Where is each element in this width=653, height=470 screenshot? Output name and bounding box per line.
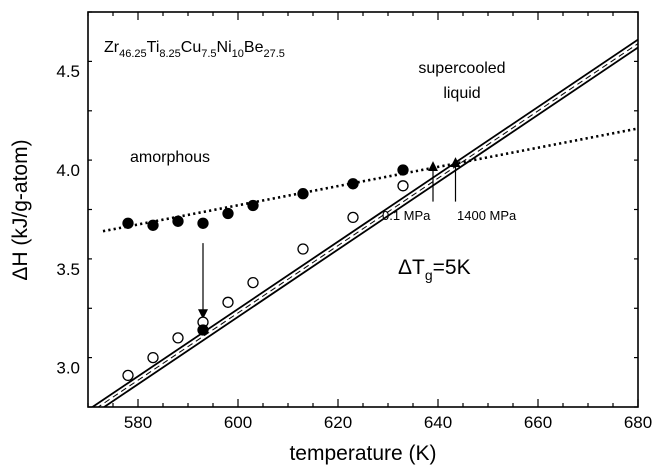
pressure-label-high: 1400 MPa bbox=[457, 208, 517, 223]
y-tick-label: 3.5 bbox=[56, 260, 80, 279]
arrows bbox=[198, 157, 461, 320]
composition-element: Be bbox=[244, 39, 264, 56]
composition-element: Ti bbox=[147, 39, 160, 56]
plot-area-frame bbox=[87, 11, 639, 408]
x-tick-label: 580 bbox=[124, 413, 152, 432]
filled-data-point bbox=[197, 217, 209, 229]
solid-fit-line-2 bbox=[102, 46, 638, 407]
open-data-point bbox=[397, 180, 409, 192]
open-data-point bbox=[247, 276, 259, 289]
composition-subscript: 10 bbox=[232, 48, 244, 60]
composition-element: Cu bbox=[181, 39, 201, 56]
x-tick-label: 600 bbox=[224, 413, 252, 432]
filled-data-point bbox=[147, 219, 159, 231]
y-tick-label: 3.0 bbox=[56, 359, 80, 378]
open-data-point bbox=[222, 296, 234, 308]
y-tick-label: 4.0 bbox=[56, 161, 80, 180]
composition-element: Zr bbox=[104, 39, 120, 56]
open-data-point bbox=[147, 351, 159, 364]
supercooled-label-line1: supercooled bbox=[418, 60, 505, 77]
y-axis-ticks: 3.0 3.5 4.0 4.5 bbox=[56, 11, 638, 408]
amorphous-label: amorphous bbox=[130, 149, 210, 166]
x-tick-label: 640 bbox=[424, 413, 452, 432]
x-tick-label: 660 bbox=[524, 413, 552, 432]
open-data-point bbox=[347, 211, 359, 224]
composition-subscript: 27.5 bbox=[263, 48, 284, 60]
filled-data-point bbox=[397, 164, 409, 176]
filled-data-point bbox=[297, 188, 309, 200]
open-data-point bbox=[122, 369, 134, 382]
dashed-fit-line-3 bbox=[97, 43, 638, 407]
fit-lines bbox=[90, 38, 638, 407]
x-tick-label: 620 bbox=[324, 413, 352, 432]
data-points bbox=[122, 164, 409, 382]
alloy-composition-label: Zr46.25Ti8.25Cu7.5Ni10Be27.5 bbox=[104, 39, 285, 60]
filled-data-point bbox=[172, 215, 184, 227]
y-axis-label: ΔH (kJ/g-atom) bbox=[9, 139, 32, 280]
composition-subscript: 7.5 bbox=[201, 48, 216, 60]
solid-fit-line-1 bbox=[90, 38, 638, 407]
filled-data-point bbox=[197, 324, 209, 336]
composition-subscript: 46.25 bbox=[119, 48, 147, 60]
x-axis-ticks: 580 600 620 640 660 680 bbox=[87, 12, 652, 432]
open-data-point bbox=[172, 332, 184, 344]
y-tick-label: 4.5 bbox=[56, 62, 80, 81]
filled-data-point bbox=[347, 178, 359, 190]
delta-tg-label: ΔTg=5K bbox=[398, 256, 471, 283]
filled-data-point bbox=[247, 199, 259, 212]
filled-data-point bbox=[122, 217, 134, 229]
pressure-label-low: 0.1 MPa bbox=[382, 208, 431, 223]
dotted-fit-line-0 bbox=[102, 127, 638, 233]
composition-subscript: 8.25 bbox=[159, 48, 180, 60]
x-tick-label: 680 bbox=[624, 413, 652, 432]
open-data-point bbox=[297, 243, 309, 255]
x-axis-label: temperature (K) bbox=[289, 442, 436, 465]
filled-data-point bbox=[222, 207, 234, 220]
supercooled-label-line2: liquid bbox=[443, 85, 480, 102]
composition-element: Ni bbox=[217, 39, 232, 56]
